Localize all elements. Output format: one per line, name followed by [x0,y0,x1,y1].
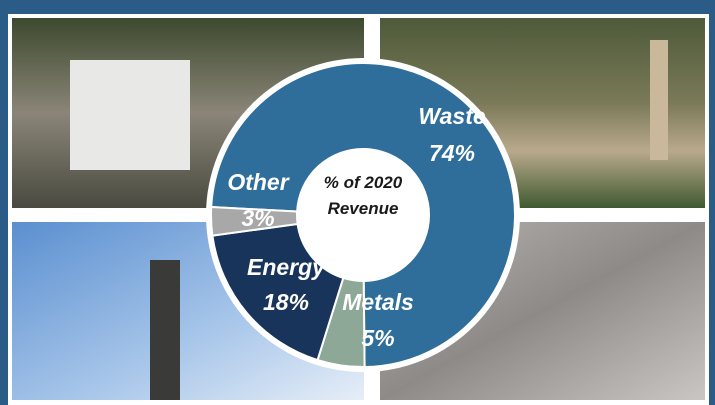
value-label: 74% [429,140,475,166]
value-label: 5% [361,325,394,351]
category-label: Other [227,169,289,195]
category-label: Metals [342,289,414,315]
value-label: 18% [263,289,309,315]
center-label: % of 2020 Revenue [323,173,403,218]
photo-plant-stack [650,40,668,160]
category-label: Waste [418,103,486,129]
category-label: Energy [247,254,326,280]
value-label: 3% [241,205,274,231]
photo-pole [150,260,180,400]
donut-hole [296,148,430,282]
photo-truck-body [70,60,190,170]
